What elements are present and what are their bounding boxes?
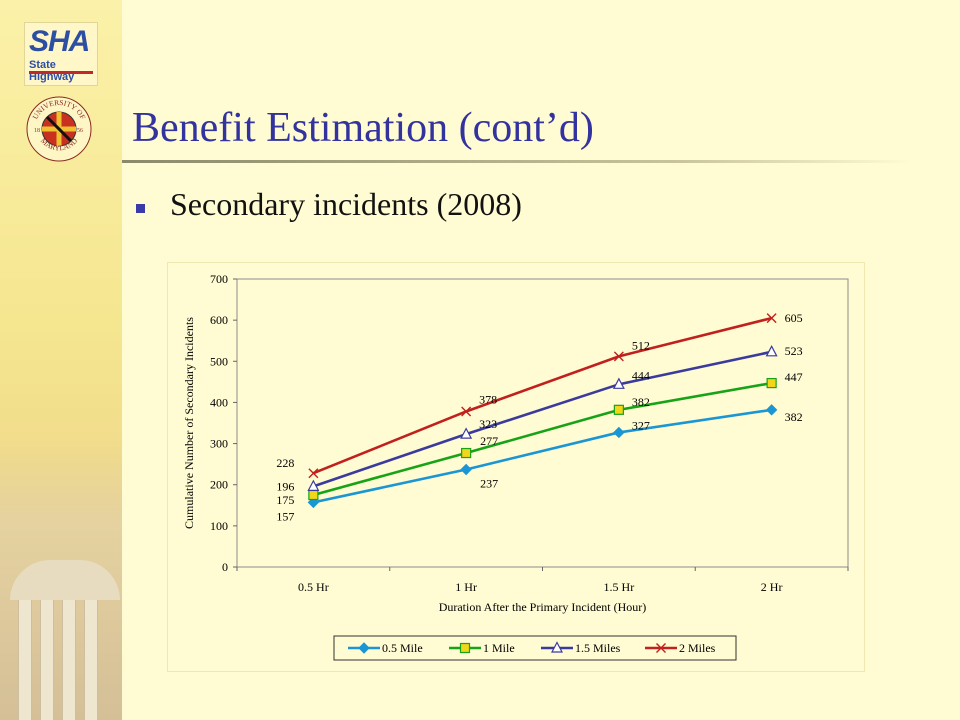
- y-tick-label: 300: [210, 437, 228, 451]
- y-tick-label: 0: [222, 560, 228, 574]
- building-column: [18, 600, 32, 720]
- building-pediment: [10, 560, 120, 600]
- campus-building-image: [0, 440, 122, 720]
- data-label: 157: [276, 509, 294, 523]
- data-point: [613, 351, 624, 362]
- legend-label: 1.5 Miles: [575, 641, 621, 655]
- data-label: 512: [632, 338, 650, 352]
- data-point: [461, 406, 472, 417]
- umd-seal-year-right: 56: [77, 128, 83, 134]
- y-tick-label: 400: [210, 395, 228, 409]
- data-point: [460, 463, 472, 476]
- y-tick-label: 200: [210, 478, 228, 492]
- data-label: 277: [480, 434, 498, 448]
- data-label: 175: [276, 493, 294, 507]
- data-label: 382: [785, 410, 803, 424]
- y-tick-label: 100: [210, 519, 228, 533]
- data-point: [765, 345, 778, 357]
- legend-marker: [459, 642, 471, 654]
- umd-seal-logo: UNIVERSITY OF MARYLAND 18 56: [26, 96, 92, 162]
- umd-seal-text-bottom: MARYLAND: [39, 136, 80, 153]
- sha-logo: SHA State Highway: [24, 22, 98, 86]
- series-line-3: [312, 316, 772, 475]
- data-label: 323: [479, 417, 497, 431]
- bullet-text: Secondary incidents (2008): [170, 186, 522, 222]
- title-underline: [122, 160, 912, 163]
- chart-legend: 0.5 Mile 1 Mile 1.5 Miles 2 Miles: [333, 635, 737, 661]
- data-label: 196: [276, 479, 294, 493]
- building-column: [84, 600, 98, 720]
- data-point: [766, 377, 777, 389]
- x-tick-label: 0.5 Hr: [298, 580, 329, 594]
- data-point: [613, 404, 624, 415]
- data-point: [460, 427, 473, 439]
- chart-frame: 0 100 200 300 400 500 600 700 0.5 Hr 1 Hr 1.5 Hr 2 …: [167, 262, 865, 672]
- data-label: 523: [785, 344, 803, 358]
- building-column: [62, 600, 76, 720]
- chart-series: 157 237 327 382 175 277 382 447 196 323 444 523 228 3…: [276, 311, 802, 523]
- y-tick-label: 700: [210, 272, 228, 286]
- x-tick-label: 1 Hr: [455, 580, 477, 594]
- data-point: [461, 447, 472, 459]
- data-label: 605: [785, 311, 803, 325]
- x-tick-label: 1.5 Hr: [604, 580, 635, 594]
- data-point: [765, 404, 778, 416]
- line-chart: 0 100 200 300 400 500 600 700 0.5 Hr 1 Hr 1.5 Hr 2 …: [182, 272, 849, 661]
- data-label: 447: [785, 370, 803, 384]
- data-label: 382: [632, 395, 650, 409]
- series-line-1: [313, 381, 772, 497]
- y-axis-label: Cumulative Number of Secondary Incidents: [182, 317, 196, 529]
- slide-title: Benefit Estimation (cont’d): [132, 105, 594, 151]
- chart-axes: 0 100 200 300 400 500 600 700 0.5 Hr 1 Hr 1.5 Hr 2 …: [182, 272, 849, 614]
- sha-logo-main: SHA: [29, 25, 90, 58]
- legend-marker: [551, 641, 563, 653]
- sha-logo-sub: State Highway: [29, 59, 75, 83]
- bullet-square-icon: [136, 204, 145, 213]
- sha-logo-stripe: [29, 71, 93, 74]
- data-point: [308, 468, 319, 479]
- data-label: 327: [632, 418, 650, 432]
- x-axis-label: Duration After the Primary Incident (Hou…: [439, 600, 647, 614]
- data-label: 237: [480, 476, 498, 490]
- building-column: [40, 600, 54, 720]
- y-tick-label: 600: [210, 313, 228, 327]
- data-point: [766, 313, 777, 324]
- x-tick-label: 2 Hr: [761, 580, 783, 594]
- data-point: [613, 426, 625, 439]
- series-line-0: [313, 408, 772, 504]
- data-point: [612, 377, 625, 389]
- umd-seal-year-left: 18: [34, 128, 40, 134]
- data-label: 444: [632, 368, 650, 382]
- y-tick-label: 500: [210, 354, 228, 368]
- data-point: [307, 479, 320, 491]
- legend-marker: [358, 642, 370, 654]
- legend-label: 2 Miles: [679, 641, 716, 655]
- legend-label: 1 Mile: [483, 641, 515, 655]
- series-line-2: [312, 350, 772, 488]
- data-point: [308, 489, 319, 501]
- data-label: 228: [276, 456, 294, 470]
- data-label: 378: [479, 392, 497, 406]
- legend-label: 0.5 Mile: [382, 641, 423, 655]
- legend-marker: [656, 643, 666, 653]
